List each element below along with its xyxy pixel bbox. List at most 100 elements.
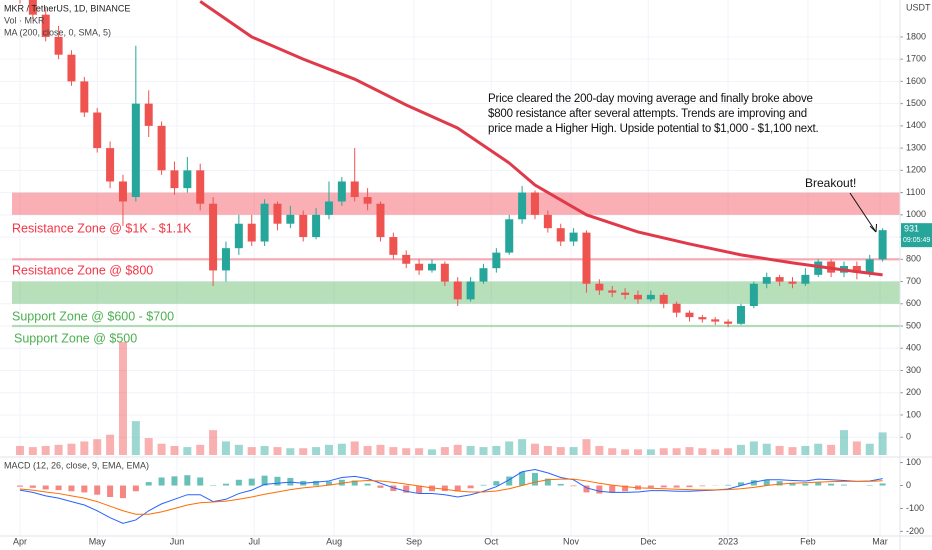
candle-body (286, 214, 295, 224)
y-tick-label: 1500 (906, 98, 926, 108)
macd-hist-bar (519, 471, 526, 486)
macd-hist-bar (789, 482, 796, 486)
volume-bar (621, 449, 630, 455)
volume-bar (286, 448, 295, 455)
candle-body (621, 292, 630, 295)
candle-body (324, 201, 333, 215)
macd-tick-label: -200 (906, 526, 924, 536)
x-tick-label: Oct (484, 536, 499, 546)
volume-bar (157, 443, 166, 455)
macd-hist-bar (222, 483, 229, 486)
volume-bar (685, 447, 694, 455)
macd-hist-bar (544, 478, 551, 486)
volume-bar (775, 445, 784, 455)
volume-bar (466, 445, 475, 455)
candle-body (260, 203, 269, 242)
volume-bar (41, 445, 50, 455)
volume-bar (736, 444, 745, 455)
candle-body (402, 254, 411, 264)
macd-hist-bar (802, 483, 809, 486)
volume-bar (659, 448, 668, 455)
volume-bar (492, 445, 501, 455)
macd-label: MACD (12, 26, close, 9, EMA, EMA) (4, 460, 149, 470)
candle-body (221, 248, 230, 271)
volume-bar (505, 441, 514, 455)
x-tick-label: Apr (13, 536, 27, 546)
volume-bar (337, 443, 346, 455)
macd-tick-label: 100 (906, 457, 921, 467)
candle-body (41, 14, 50, 37)
macd-hist-bar (686, 485, 693, 488)
candle-body (93, 112, 102, 149)
volume-bar (633, 449, 642, 455)
y-tick-label: 1600 (906, 76, 926, 86)
zone-label: Support Zone @ $500 (14, 331, 137, 345)
y-tick-label: 800 (906, 254, 921, 264)
volume-bar (196, 444, 205, 455)
macd-hist-bar (55, 485, 62, 491)
volume-bar (827, 444, 836, 455)
macd-hist-bar (763, 479, 770, 486)
macd-hist-bar (119, 485, 126, 499)
callout: Breakout! (805, 176, 856, 190)
volume-bar (312, 447, 321, 455)
x-tick-label: Dec (640, 536, 657, 546)
volume-bar (646, 449, 655, 455)
macd-hist-bar (364, 483, 371, 486)
zone (12, 258, 900, 261)
macd-tick-label: -100 (906, 503, 924, 513)
volume-bar (118, 342, 127, 455)
volume-bar (698, 448, 707, 455)
macd-hist-bar (609, 485, 616, 493)
macd-hist-bar (351, 480, 358, 486)
macd-hist-bar (68, 485, 75, 492)
y-tick-label: 500 (906, 320, 921, 330)
macd-hist-bar (493, 481, 500, 486)
volume-bar (749, 441, 758, 455)
macd-hist-bar (622, 485, 629, 492)
macd-hist-bar (132, 485, 139, 492)
candle-body (646, 294, 655, 300)
y-tick-label: 1100 (906, 187, 925, 197)
candle-body (814, 261, 823, 275)
volume-bar (569, 447, 578, 455)
macd-hist-bar (699, 485, 706, 487)
volume-bar (54, 444, 63, 455)
price-tag-label: 931 (904, 224, 919, 234)
volume-bar (363, 445, 372, 455)
volume-bar (106, 434, 115, 455)
volume-bar (865, 443, 874, 455)
y-tick-label: 200 (906, 387, 921, 397)
candle-body (865, 259, 874, 273)
macd-hist-bar (248, 478, 255, 486)
axis-unit: USDT (906, 2, 931, 12)
y-tick-label: 1300 (906, 142, 926, 152)
macd-hist-bar (171, 476, 178, 486)
candle-body (299, 214, 308, 238)
callout-arrowhead (869, 223, 877, 233)
candle-body (505, 219, 514, 253)
volume-bar (28, 447, 37, 455)
candle-body (453, 281, 462, 300)
macd-hist-bar (81, 485, 88, 493)
candle-body (389, 237, 398, 255)
volume-bar (556, 447, 565, 455)
candle-body (595, 283, 604, 291)
volume-bar (221, 441, 230, 455)
volume-bar (724, 448, 733, 455)
x-tick-label: Mar (872, 536, 888, 546)
volume-bar (839, 430, 848, 455)
candle-body (556, 228, 565, 242)
candle-body (247, 223, 256, 242)
volume-bar (80, 441, 89, 455)
volume-bar (852, 441, 861, 455)
candle-body (209, 203, 218, 271)
volume-bar (415, 448, 424, 455)
annotation: Price cleared the 200-day moving average… (488, 93, 819, 135)
macd-hist-bar (441, 485, 448, 492)
y-tick-label: 1400 (906, 120, 926, 130)
volume-bar (402, 448, 411, 455)
candle-body (440, 263, 449, 282)
